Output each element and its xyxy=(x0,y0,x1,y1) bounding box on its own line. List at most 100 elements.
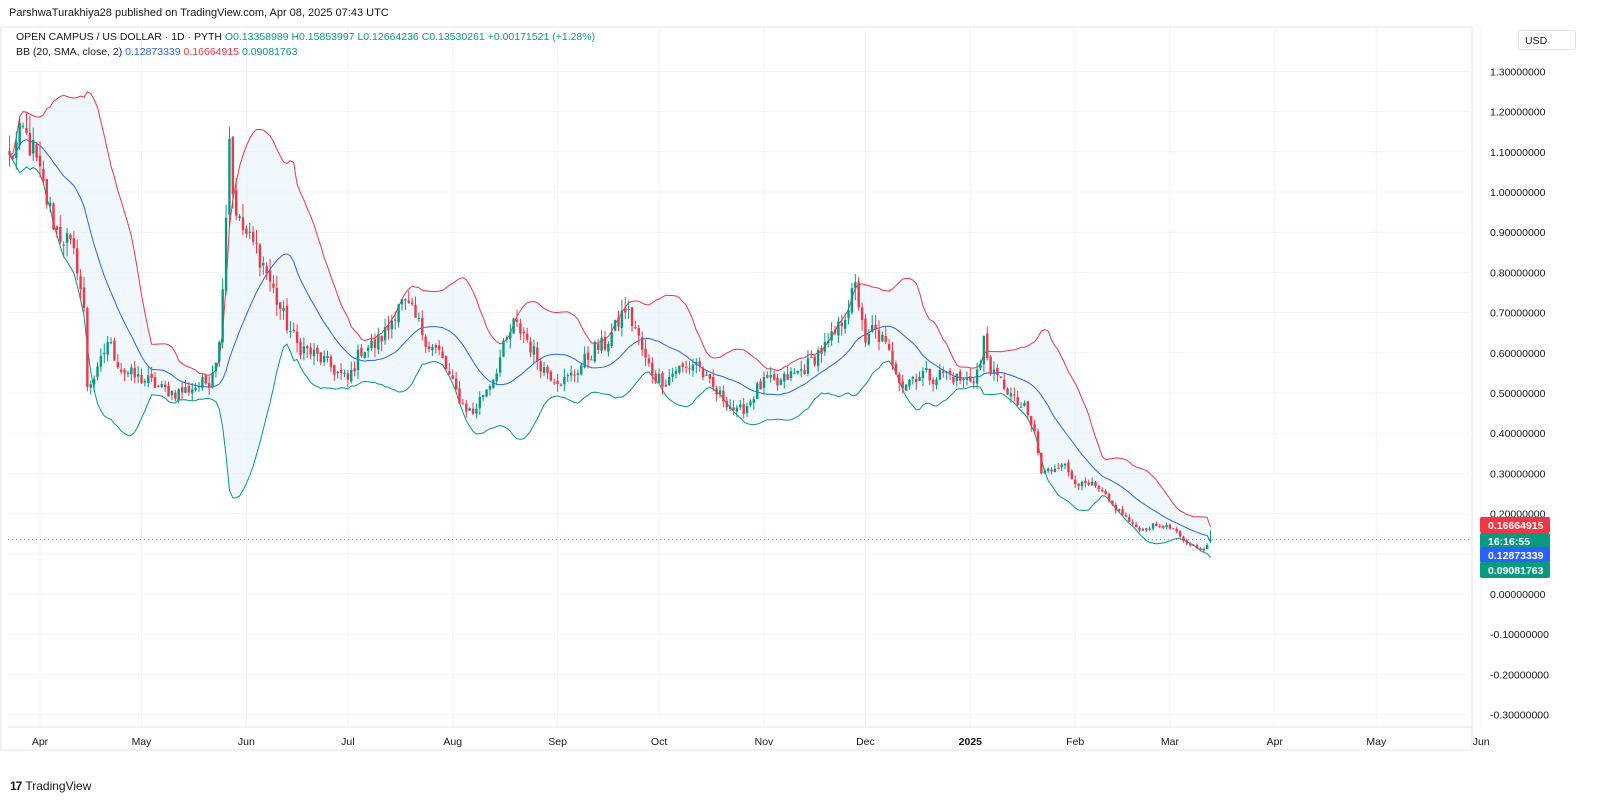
candle-body xyxy=(339,369,343,373)
candle-body xyxy=(735,407,739,412)
candle-body xyxy=(529,341,532,353)
candle-body xyxy=(448,371,451,375)
candle-body xyxy=(184,387,187,393)
candle-body xyxy=(651,362,654,376)
candle-body xyxy=(722,390,725,402)
candle-body xyxy=(79,276,82,290)
candle-body xyxy=(1063,463,1067,466)
candle-body xyxy=(509,332,512,340)
lower-band-price-label-bg xyxy=(1480,562,1550,578)
candle-body xyxy=(86,308,89,387)
bb-basis-value: 0.12873339 xyxy=(125,46,181,58)
candle-body xyxy=(766,375,769,378)
bb-indicator-label[interactable]: BB (20, SMA, close, 2) xyxy=(16,46,123,58)
bb-lower-value: 0.09081763 xyxy=(241,46,298,58)
candle-body xyxy=(881,334,884,342)
candle-body xyxy=(1070,471,1074,479)
candle-body xyxy=(119,369,123,372)
candle-body xyxy=(1030,416,1033,426)
candle-body xyxy=(15,141,18,159)
candle-body xyxy=(553,382,556,384)
candle-body xyxy=(72,238,76,249)
candle-body xyxy=(1192,545,1195,547)
candle-body xyxy=(1013,394,1016,396)
candle-body xyxy=(1026,401,1030,415)
candle-body xyxy=(241,217,245,231)
candle-body xyxy=(424,336,427,347)
candle-body xyxy=(911,377,915,379)
candle-body xyxy=(674,371,678,375)
candle-body xyxy=(485,389,488,397)
candle-body xyxy=(549,371,553,381)
candle-body xyxy=(214,362,218,372)
candle-body xyxy=(451,375,454,379)
candle-body xyxy=(583,353,586,368)
candle-body xyxy=(140,374,143,384)
price-tick-label: -0.10000000 xyxy=(1490,629,1549,641)
candle-body xyxy=(1053,468,1057,473)
candle-body xyxy=(1084,480,1087,484)
candle-body xyxy=(99,356,103,367)
candle-body xyxy=(417,317,421,320)
candle-body xyxy=(992,369,996,374)
candle-body xyxy=(380,335,383,342)
candle-body xyxy=(1006,388,1009,395)
candle-body xyxy=(556,380,559,384)
price-tick-label: 0.70000000 xyxy=(1490,308,1546,320)
candle-body xyxy=(309,347,312,355)
candle-body xyxy=(972,381,975,383)
candle-body xyxy=(779,379,783,385)
candle-body xyxy=(211,372,214,388)
ohlc-close: C0.13530261 xyxy=(421,31,485,43)
candle-body xyxy=(958,371,962,381)
symbol-legend: OPEN CAMPUS / US DOLLAR · 1D · PYTH O0.1… xyxy=(16,31,595,43)
candle-body xyxy=(272,283,275,288)
candle-body xyxy=(1107,493,1111,501)
candle-body xyxy=(820,348,823,354)
candle-body xyxy=(221,289,224,343)
candle-body xyxy=(434,345,438,348)
candle-body xyxy=(343,372,346,374)
publisher-line: ParshwaTurakhiya28 published on TradingV… xyxy=(9,7,389,19)
bb-lower-line xyxy=(9,154,1211,558)
candle-body xyxy=(603,336,607,350)
currency-selector[interactable]: USD xyxy=(1518,30,1576,50)
candle-body xyxy=(96,366,99,377)
candle-body xyxy=(1111,500,1114,505)
tradingview-logo[interactable]: 17 TradingView xyxy=(10,779,91,793)
symbol-title[interactable]: OPEN CAMPUS / US DOLLAR · 1D · PYTH xyxy=(16,31,222,43)
candle-body xyxy=(76,248,79,274)
candle-body xyxy=(938,369,942,380)
candle-body xyxy=(194,387,197,391)
candle-body xyxy=(18,122,21,146)
candle-body xyxy=(248,231,251,233)
candle-body xyxy=(593,342,597,362)
candle-body xyxy=(397,304,400,323)
candle-body xyxy=(1067,462,1070,473)
candle-body xyxy=(586,352,590,360)
time-tick-label: 2025 xyxy=(959,736,983,748)
candle-body xyxy=(1097,486,1101,490)
candle-body xyxy=(1168,524,1172,529)
candle-body xyxy=(701,368,705,378)
candle-body xyxy=(285,305,289,331)
candle-body xyxy=(847,310,850,319)
candle-body xyxy=(678,365,681,373)
candle-body xyxy=(136,374,140,377)
candle-body xyxy=(1117,509,1121,511)
candle-body xyxy=(1077,483,1080,486)
candle-body xyxy=(461,403,465,405)
price-tick-label: 1.10000000 xyxy=(1490,147,1546,159)
candle-body xyxy=(576,373,580,375)
candle-body xyxy=(366,347,370,351)
time-tick-label: Dec xyxy=(856,736,875,748)
candle-body xyxy=(806,358,810,374)
time-tick-label: Oct xyxy=(651,736,667,748)
candle-body xyxy=(191,389,194,394)
candle-body xyxy=(1023,402,1026,407)
candle-body xyxy=(319,352,322,363)
candle-body xyxy=(908,379,911,387)
candle-body xyxy=(566,375,569,377)
price-tick-label: 1.20000000 xyxy=(1490,107,1546,119)
